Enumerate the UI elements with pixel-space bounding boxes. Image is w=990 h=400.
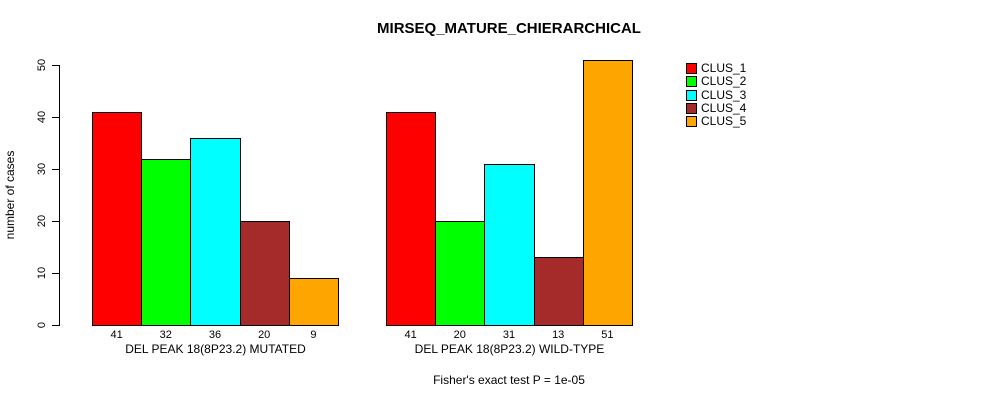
legend-swatch (686, 89, 697, 101)
y-tick-mark (52, 168, 59, 170)
legend-item: CLUS_3 (686, 87, 747, 102)
bar-value-label: 51 (601, 329, 614, 341)
fisher-test-annotation: Fisher's exact test P = 1e-05 (433, 373, 585, 387)
legend-item: CLUS_2 (686, 74, 747, 89)
bar-clus_5 (288, 278, 339, 326)
y-tick-label: 10 (36, 266, 48, 280)
bar-clus_4 (239, 221, 290, 326)
bar-value-label: 9 (310, 329, 317, 341)
bar-value-label: 41 (110, 329, 123, 341)
legend-item: CLUS_5 (686, 114, 747, 129)
legend-label: CLUS_5 (701, 114, 747, 129)
bar-clus_3 (190, 137, 241, 326)
y-axis-line (59, 65, 60, 326)
bar-value-label: 20 (258, 329, 271, 341)
y-tick-label: 20 (36, 214, 48, 228)
bar-value-label: 32 (159, 329, 172, 341)
y-tick-mark (52, 64, 59, 66)
legend-label: CLUS_1 (701, 61, 747, 75)
bar-clus_3 (484, 163, 535, 326)
bar-value-label: 13 (552, 329, 565, 341)
y-tick-label: 40 (36, 110, 48, 124)
y-tick-label: 30 (36, 162, 48, 176)
bar-value-label: 20 (453, 329, 466, 341)
legend-label: CLUS_3 (701, 87, 747, 102)
legend-item: CLUS_1 (686, 61, 747, 75)
bar-clus_1 (92, 111, 143, 326)
y-tick-mark (52, 220, 59, 222)
legend-swatch (686, 63, 697, 75)
bar-value-label: 41 (404, 329, 417, 341)
legend-item: CLUS_4 (686, 100, 747, 115)
bar-value-label: 31 (502, 329, 516, 341)
bar-clus_4 (533, 257, 584, 326)
bar-value-label: 36 (208, 329, 222, 341)
y-tick-mark (52, 272, 59, 274)
legend-swatch (686, 116, 697, 128)
y-tick-label: 50 (36, 58, 48, 72)
group-label-mutated: DEL PEAK 18(8P23.2) MUTATED (125, 342, 306, 356)
bar-clus_2 (141, 158, 192, 326)
legend-label: CLUS_2 (701, 74, 747, 89)
bar-clus_1 (386, 111, 437, 326)
bar-clus_5 (582, 59, 633, 326)
legend-swatch (686, 103, 697, 115)
legend: CLUS_1 CLUS_2 CLUS_3 CLUS_4 CLUS_5 (686, 61, 747, 129)
y-tick-mark (52, 324, 59, 326)
legend-swatch (686, 76, 697, 88)
chart-title: MIRSEQ_MATURE_CHIERARCHICAL (377, 20, 641, 37)
group-label-wild-type: DEL PEAK 18(8P23.2) WILD-TYPE (414, 342, 605, 356)
legend-label: CLUS_4 (701, 100, 747, 115)
bar-clus_2 (435, 221, 486, 326)
y-tick-label: 0 (36, 321, 48, 329)
y-axis-label: number of cases (3, 150, 17, 240)
y-tick-mark (52, 116, 59, 118)
